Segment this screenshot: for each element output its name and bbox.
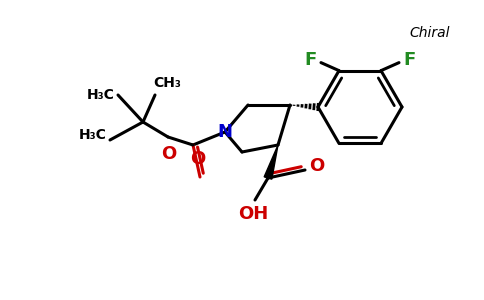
Text: O: O	[309, 157, 324, 175]
Text: H₃C: H₃C	[87, 88, 115, 102]
Text: O: O	[190, 150, 206, 168]
Text: F: F	[305, 51, 317, 69]
Text: N: N	[217, 123, 232, 141]
Polygon shape	[264, 145, 278, 179]
Text: Chiral: Chiral	[410, 26, 450, 40]
Text: CH₃: CH₃	[153, 76, 181, 90]
Text: OH: OH	[238, 205, 268, 223]
Text: H₃C: H₃C	[79, 128, 107, 142]
Text: F: F	[403, 51, 415, 69]
Text: O: O	[161, 145, 177, 163]
